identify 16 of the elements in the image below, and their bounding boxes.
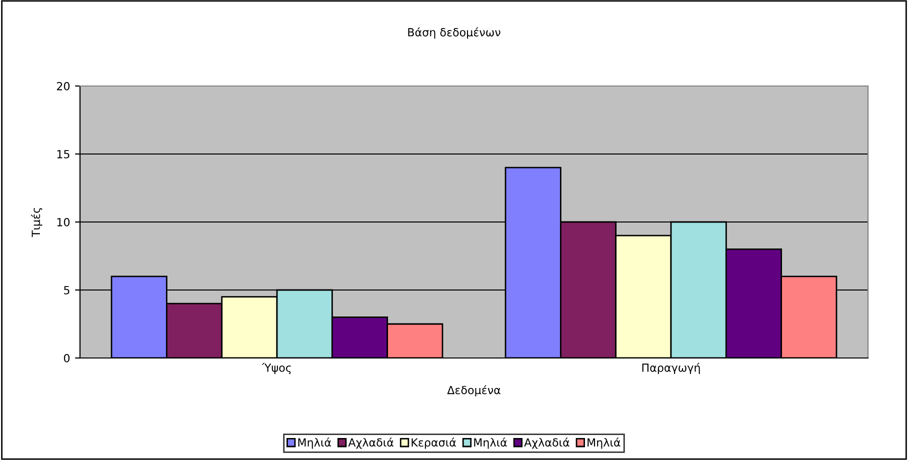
- y-tick-label: 20: [56, 82, 70, 90]
- legend-label: Κερασιά: [412, 438, 456, 449]
- y-tick-label: 5: [64, 286, 70, 294]
- chart-title: Βάση δεδομένων: [408, 27, 500, 39]
- legend-label: Αχλαδιά: [348, 438, 394, 449]
- legend-label: Αχλαδιά: [524, 438, 570, 449]
- y-axis-title: Τιμές: [31, 208, 42, 238]
- legend-label: Μηλιά: [588, 438, 620, 449]
- x-tick-label: Ύψος: [262, 362, 291, 374]
- y-tick-label: 0: [64, 354, 70, 362]
- x-tick-label: Παραγωγή: [642, 362, 700, 374]
- x-axis-title: Δεδομένα: [447, 385, 500, 396]
- legend-label: Μηλιά: [298, 438, 331, 449]
- y-tick-label: 10: [57, 218, 70, 226]
- y-tick-label: 15: [57, 150, 70, 158]
- legend-label: Μηλιά: [474, 438, 507, 449]
